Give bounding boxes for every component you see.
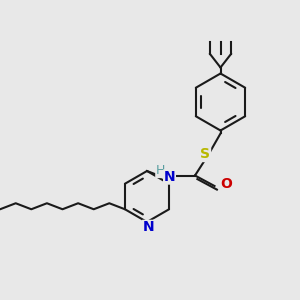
Text: N: N <box>164 170 175 184</box>
Text: O: O <box>220 178 232 191</box>
Text: N: N <box>143 220 154 234</box>
Text: S: S <box>200 148 211 161</box>
Text: H: H <box>156 164 165 178</box>
